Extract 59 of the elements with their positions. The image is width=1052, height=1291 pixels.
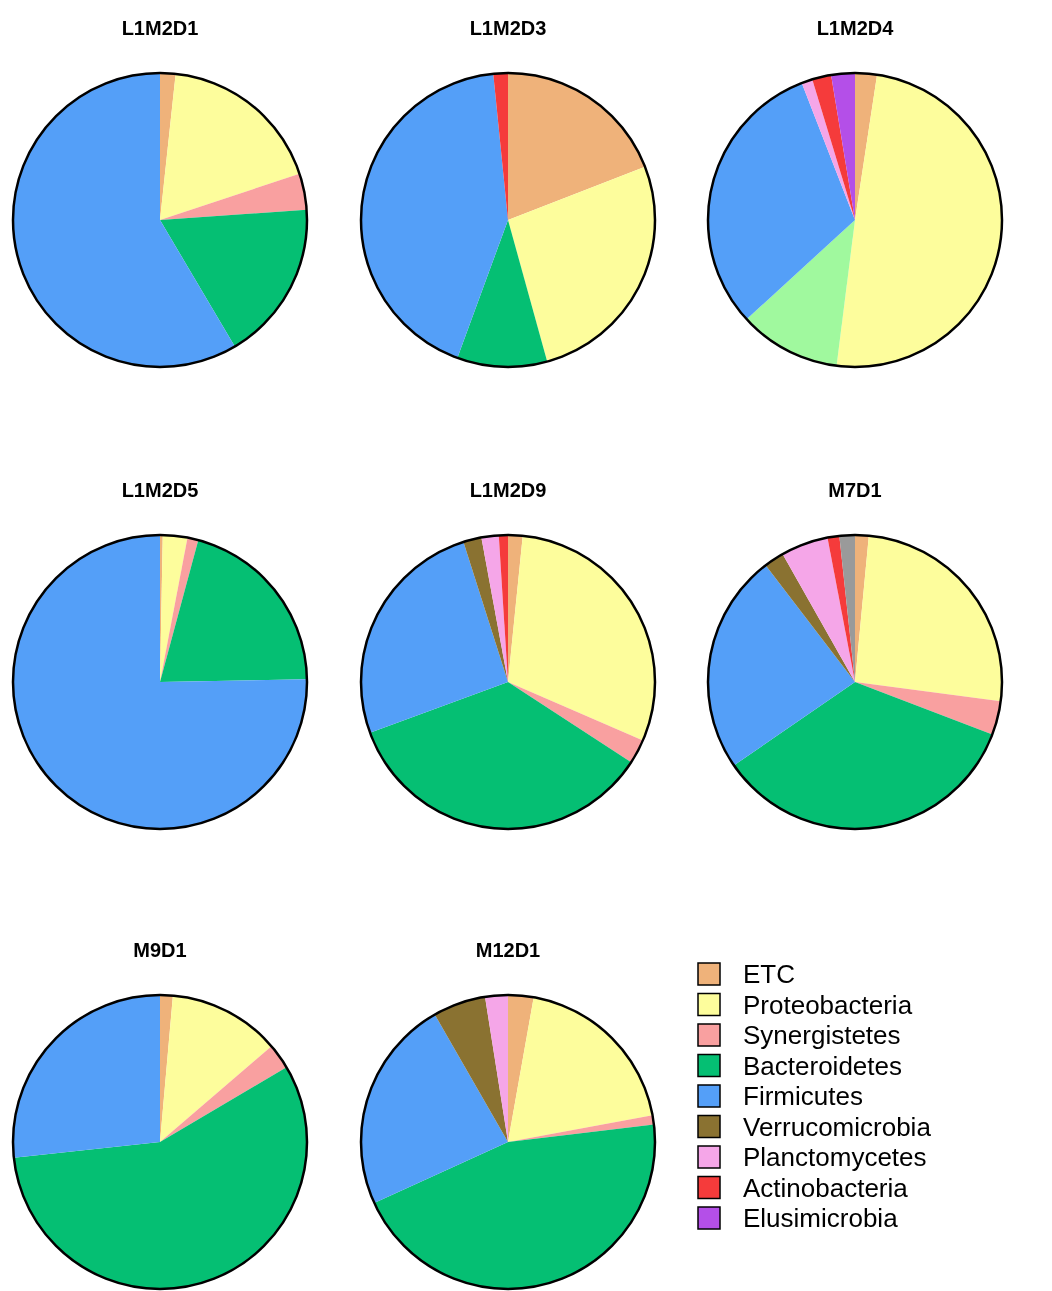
pie-slice [457, 220, 548, 367]
pie-slice [13, 73, 235, 367]
chart-title: M12D1 [475, 939, 541, 961]
pie-slice [160, 535, 188, 682]
pie-slice [463, 537, 508, 682]
chart-title: L1M2D3 [469, 17, 547, 39]
chart-title: L1M2D9 [469, 479, 547, 501]
pie-slice [827, 535, 855, 682]
pie-slice [160, 209, 307, 347]
pie-slice [855, 73, 878, 220]
pie-slice [765, 554, 855, 682]
pie-slice [746, 220, 855, 366]
pie-slice [836, 74, 1003, 367]
category-label: Bacteroidetes [743, 1050, 902, 1081]
category-label: Firmicutes [743, 1081, 863, 1111]
pie-slice [812, 74, 855, 220]
pie-slice [508, 535, 655, 741]
pie-slice [361, 1014, 508, 1203]
chart-title: M7D1 [828, 479, 882, 501]
pie-slice [160, 173, 307, 220]
pie-slice [508, 995, 534, 1142]
pie-slice [801, 79, 855, 220]
category-label: Elusimicrobia [743, 1203, 899, 1233]
pie-slice [361, 73, 508, 358]
pie-slice [708, 565, 855, 766]
category-label: Planctomycetes [743, 1142, 927, 1172]
pie-slice [160, 1046, 287, 1142]
pie-slice [160, 73, 300, 220]
category-label: Actinobacteria [743, 1172, 909, 1203]
pie-slice [508, 997, 653, 1142]
category-label: Proteobacteria [743, 989, 913, 1020]
chart-title: L1M2D4 [816, 17, 895, 39]
pie-slice [831, 73, 855, 220]
chart-title: L1M2D1 [121, 17, 199, 39]
pie-slice [13, 995, 160, 1158]
pie-slice [361, 541, 508, 733]
pie-slice [855, 535, 1002, 702]
chart-title: L1M2D5 [121, 479, 199, 501]
pie-slice [508, 73, 646, 220]
pie-slice [855, 682, 1001, 735]
pie-slice [434, 996, 508, 1142]
pie-slice [708, 82, 855, 320]
pie-slice [13, 1067, 307, 1289]
category-label: ETC [743, 959, 795, 989]
pie-slice [374, 1124, 655, 1289]
pie-slice [160, 540, 307, 682]
category-label: Synergistetes [743, 1020, 901, 1050]
pie-slice [508, 1115, 654, 1142]
pie-slice [370, 682, 632, 829]
pie-slice [485, 995, 508, 1142]
chart-title: M9D1 [133, 939, 187, 961]
pie-slice [508, 166, 655, 362]
category-label: Verrucomicrobia [743, 1111, 932, 1142]
pie-slice [160, 995, 272, 1142]
pie-slice [160, 537, 199, 682]
pie-slice [508, 682, 643, 763]
pie-slice [733, 682, 993, 829]
pie-slice [481, 535, 508, 682]
pie-slice [782, 537, 855, 682]
